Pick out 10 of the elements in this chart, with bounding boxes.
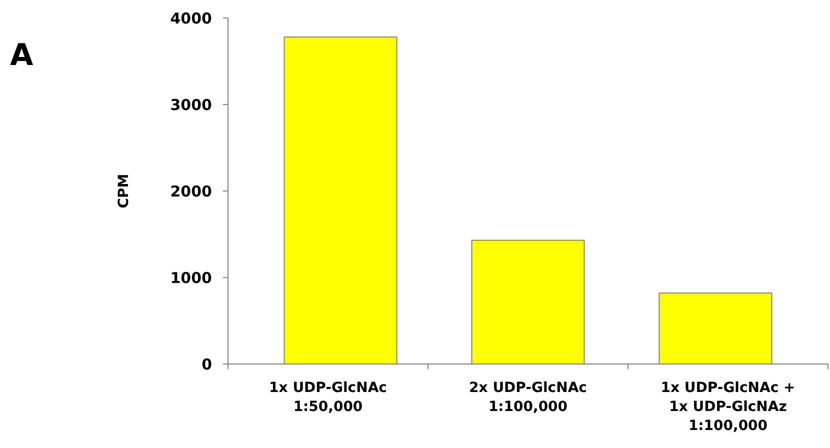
y-tick-label: 4000 — [170, 9, 212, 28]
text: A — [10, 38, 34, 73]
y-axis-title: CPM — [116, 174, 132, 208]
y-tick-label: 2000 — [170, 182, 212, 200]
y-tick-label: 0 — [202, 355, 212, 374]
x-tick-label: 1x UDP-GlcNAc + 1x UDP-GlcNAz 1:100,000 — [660, 380, 796, 434]
y-tick-label: 3000 — [170, 96, 212, 114]
x-tick-label: 1x UDP-GlcNAc 1:50,000 — [269, 380, 387, 415]
y-tick-label: 1000 — [170, 268, 212, 287]
x-tick-label: 2x UDP-GlcNAc 1:100,000 — [469, 380, 587, 415]
